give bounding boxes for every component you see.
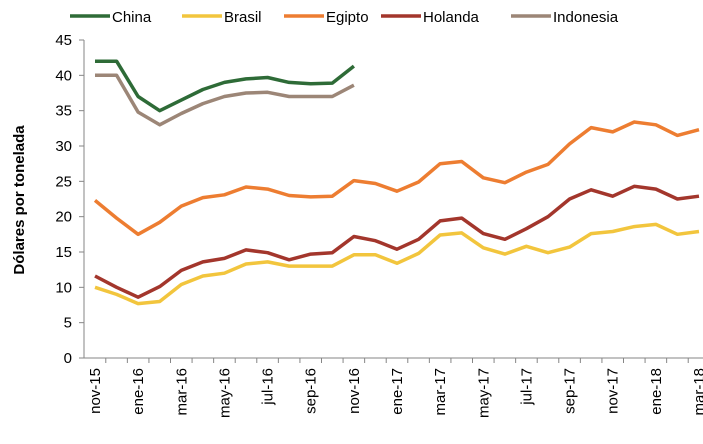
y-tick-label: 10 (55, 279, 72, 296)
series-line (94, 222, 700, 306)
y-tick-label: 35 (55, 103, 72, 120)
x-tick-label: may-16 (216, 368, 233, 418)
x-tick-label: mar-16 (173, 368, 190, 416)
legend-label: Brasil (224, 9, 262, 26)
y-tick-label: 5 (64, 315, 72, 332)
legend-label: Holanda (423, 9, 480, 26)
x-tick-label: sep-17 (562, 368, 579, 414)
y-tick-label: 40 (55, 67, 72, 84)
y-tick-label: 45 (55, 32, 72, 49)
x-tick-label: nov-16 (346, 368, 363, 414)
x-tick-label: mar-17 (432, 368, 449, 416)
x-tick-label: ene-17 (389, 368, 406, 415)
y-tick-label: 20 (55, 209, 72, 226)
series-line (94, 184, 700, 299)
y-tick-label: 30 (55, 138, 72, 155)
y-tick-label: 25 (55, 173, 72, 190)
x-tick-label: jul-16 (260, 368, 277, 406)
y-tick-label: 0 (64, 350, 72, 367)
series-line (95, 59, 355, 113)
x-tick-label: mar-18 (691, 368, 703, 416)
x-tick-label: jul-17 (518, 368, 535, 406)
series-line (95, 73, 355, 127)
x-tick-label: ene-18 (648, 368, 665, 415)
y-axis-title: Dólares por tonelada (11, 125, 28, 275)
x-tick-label: nov-17 (605, 368, 622, 414)
x-tick-label: may-17 (475, 368, 492, 418)
legend-label: Indonesia (553, 9, 619, 26)
series-line (93, 120, 700, 237)
y-tick-label: 15 (55, 244, 72, 261)
x-tick-label: ene-16 (130, 368, 147, 415)
legend-label: China (112, 9, 152, 26)
x-tick-label: nov-15 (87, 368, 104, 414)
legend-label: Egipto (326, 9, 369, 26)
x-tick-label: sep-16 (303, 368, 320, 414)
